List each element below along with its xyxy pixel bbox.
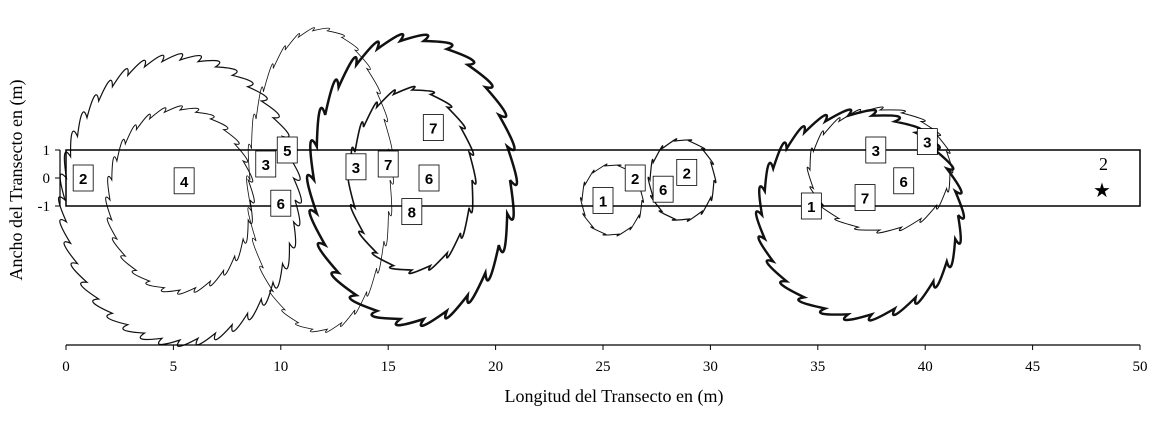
- crown: [647, 138, 717, 222]
- label-box: [624, 164, 646, 192]
- x-tick-label: 15: [381, 359, 396, 375]
- label-box: [916, 128, 938, 156]
- x-tick-label: 10: [273, 359, 288, 375]
- label-box: [422, 114, 444, 141]
- label-box: [345, 153, 367, 181]
- species-label: 3: [352, 160, 360, 177]
- y-axis-label: Ancho del Transecto en (m): [6, 80, 27, 281]
- crown: [305, 32, 519, 328]
- star-marker: ★: [1093, 180, 1111, 202]
- label-box: [270, 189, 292, 217]
- x-axis-label: Longitud del Transecto en (m): [505, 386, 724, 407]
- label-box: [255, 150, 277, 178]
- label-box: [276, 136, 298, 164]
- y-tick-label: 1: [43, 143, 51, 159]
- y-tick-label: -1: [38, 199, 51, 215]
- species-label: 6: [900, 174, 908, 191]
- species-label: 7: [861, 191, 869, 208]
- crown: [806, 106, 954, 234]
- x-tick-label: 50: [1133, 359, 1148, 375]
- x-tick-label: 40: [918, 359, 933, 375]
- species-label: 7: [384, 157, 392, 174]
- label-box: [173, 167, 195, 195]
- label-box: [652, 175, 674, 203]
- species-label: 2: [631, 171, 639, 188]
- species-label: 3: [262, 157, 270, 174]
- label-box: [592, 186, 614, 214]
- crown: [105, 105, 255, 295]
- species-label: 6: [659, 182, 667, 199]
- species-label: 8: [408, 205, 416, 222]
- species-label: 6: [277, 196, 285, 213]
- species-label: 3: [923, 135, 931, 152]
- label-box: [418, 164, 440, 192]
- crown: [57, 53, 303, 347]
- x-tick-label: 30: [703, 359, 718, 375]
- crown: [347, 85, 477, 275]
- species-label: 2: [683, 165, 691, 182]
- species-label: 1: [599, 193, 607, 210]
- x-tick-label: 20: [488, 359, 503, 375]
- x-tick-label: 25: [596, 359, 611, 375]
- x-tick-label: 35: [810, 359, 825, 375]
- y-tick-label: 0: [43, 171, 51, 187]
- label-box: [377, 150, 399, 178]
- species-label: 5: [283, 143, 291, 160]
- label-box: [854, 184, 876, 212]
- species-label: 4: [180, 174, 189, 191]
- species-label: 7: [429, 121, 437, 138]
- x-tick-label: 0: [62, 359, 70, 375]
- crown: [246, 27, 394, 333]
- species-label: 1: [807, 199, 815, 216]
- label-box: [72, 164, 94, 192]
- label-box: [401, 198, 423, 226]
- species-label: 2: [79, 171, 87, 188]
- label-box: [865, 136, 887, 164]
- x-tick-label: 45: [1025, 359, 1040, 375]
- label-box: [893, 167, 915, 195]
- x-tick-label: 5: [170, 359, 178, 375]
- label-box: [800, 192, 822, 220]
- species-label: 2: [1099, 154, 1108, 174]
- species-label: 6: [425, 171, 433, 188]
- species-label: 3: [872, 143, 880, 160]
- label-box: [676, 158, 698, 186]
